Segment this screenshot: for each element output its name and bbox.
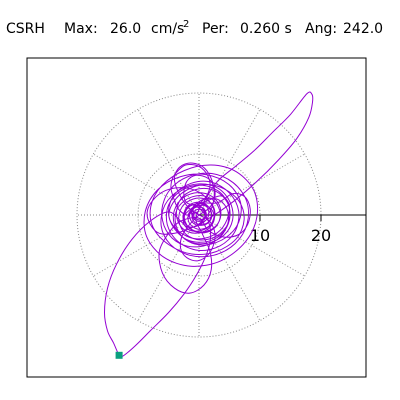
max-point-layer xyxy=(115,351,123,359)
grid-spoke-150 xyxy=(93,153,200,216)
orbit-layer xyxy=(104,91,314,358)
period-label: Per: xyxy=(202,21,229,37)
grid-spoke-240 xyxy=(137,214,200,321)
radial-tick-label-10: 10 xyxy=(250,226,270,245)
radial-tick-labels: 10 20 xyxy=(250,215,331,245)
grid-spoke-330 xyxy=(198,214,305,277)
station-label: CSRH xyxy=(6,21,45,37)
grid-spoke-120 xyxy=(137,109,200,216)
grid-spoke-30 xyxy=(198,153,305,216)
max-unit: cm/s xyxy=(151,21,184,37)
angle-value: 242.0 xyxy=(343,21,383,37)
angle-label: Ang: xyxy=(305,21,337,37)
max-value: 26.0 xyxy=(110,21,141,37)
grid-spoke-300 xyxy=(198,214,261,321)
period-value: 0.260 s xyxy=(240,21,292,37)
max-point-marker xyxy=(115,351,123,359)
grid-spoke-60 xyxy=(198,109,261,216)
orbit-path xyxy=(104,91,314,358)
radial-tick-label-20: 20 xyxy=(311,226,331,245)
grid-spoke-210 xyxy=(93,214,200,277)
header-line: CSRH Max: 26.0 cm/s 2 Per: 0.260 s Ang: … xyxy=(6,15,383,37)
plot-frame xyxy=(26,57,367,378)
max-label: Max: xyxy=(64,21,98,37)
max-unit-exp: 2 xyxy=(183,19,189,30)
